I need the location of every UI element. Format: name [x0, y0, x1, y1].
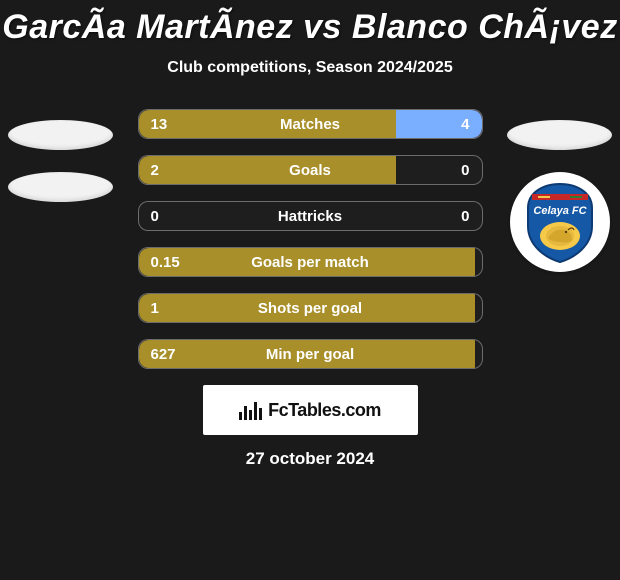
stat-bar-track: 20Goals — [138, 155, 483, 185]
stats-comparison: 134Matches20Goals00Hattricks0.15Goals pe… — [0, 109, 620, 369]
player1-bar — [139, 340, 475, 368]
stat-label: Hattricks — [139, 208, 482, 225]
stat-row: 627Min per goal — [0, 339, 620, 369]
player2-value: 0 — [461, 208, 469, 225]
fctables-bars-icon — [239, 400, 262, 420]
stat-bar-track: 627Min per goal — [138, 339, 483, 369]
stat-row: 20Goals — [0, 155, 620, 185]
stat-row: 1Shots per goal — [0, 293, 620, 323]
fctables-branding: FcTables.com — [203, 385, 418, 435]
player2-bar — [396, 110, 482, 138]
stat-bar-track: 0 0Hattricks — [138, 201, 483, 231]
stat-bar-track: 134Matches — [138, 109, 483, 139]
player2-value: 0 — [461, 162, 469, 179]
stat-bar-track: 1Shots per goal — [138, 293, 483, 323]
page-title: GarcÃa MartÃnez vs Blanco ChÃ¡vez — [0, 8, 620, 47]
stat-row: 134Matches — [0, 109, 620, 139]
stat-row: 0 0Hattricks — [0, 201, 620, 231]
subtitle: Club competitions, Season 2024/2025 — [0, 59, 620, 77]
stat-bar-track: 0.15Goals per match — [138, 247, 483, 277]
stat-row: 0.15Goals per match — [0, 247, 620, 277]
player1-bar — [139, 110, 396, 138]
player1-bar — [139, 294, 475, 322]
player1-bar — [139, 156, 396, 184]
fctables-text: FcTables.com — [268, 400, 381, 421]
date-text: 27 october 2024 — [0, 449, 620, 469]
player1-bar — [139, 248, 475, 276]
player1-value: 0 — [151, 208, 159, 225]
